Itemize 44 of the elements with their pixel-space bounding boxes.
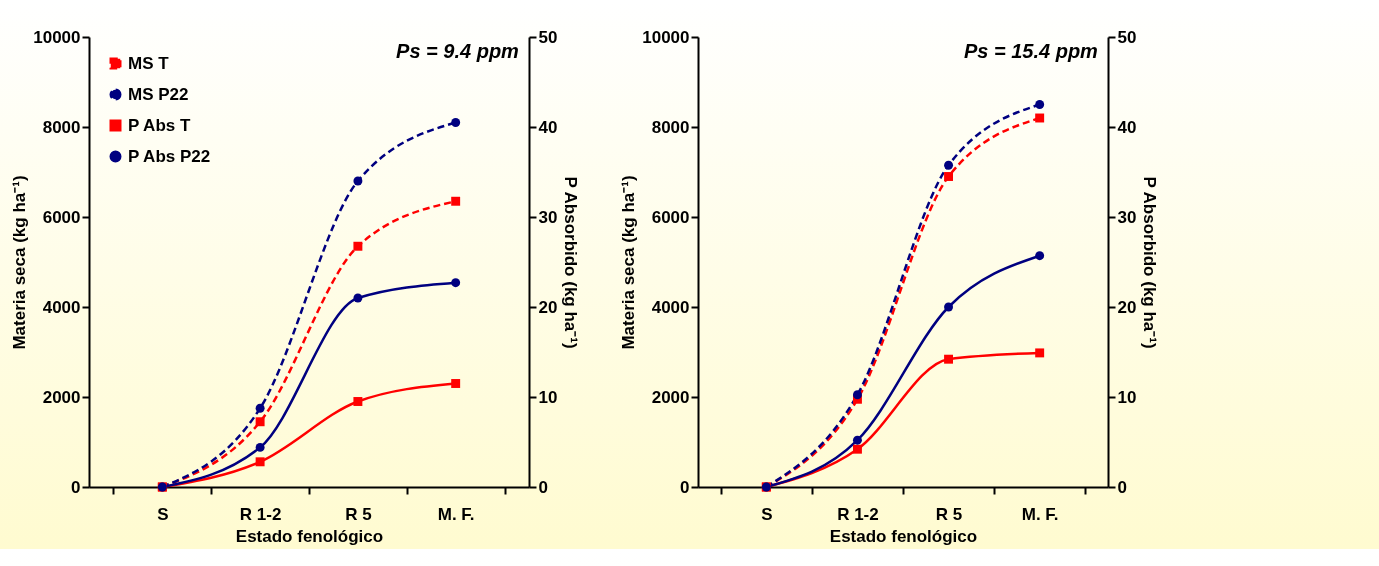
y2-tick-label: 0 (538, 477, 548, 497)
legend-label: MS T (128, 53, 170, 73)
y2-tick-label: 10 (1117, 387, 1137, 407)
y2-axis-title: P Absorbido (kg ha⁻¹) (561, 176, 581, 349)
y2-tick-label: 0 (1117, 477, 1127, 497)
legend-label: P Abs P22 (128, 146, 211, 166)
x-axis-title: Estado fenológico (829, 526, 978, 546)
x-tick-label: S (157, 504, 169, 524)
y-tick-label: 2000 (42, 387, 81, 407)
y-tick-label: 6000 (42, 207, 81, 227)
y2-axis-title: P Absorbido (kg ha⁻¹) (1140, 176, 1160, 349)
y-tick-label: 0 (680, 477, 690, 497)
x-tick-label: R 1-2 (239, 504, 282, 524)
y2-tick-label: 30 (538, 207, 558, 227)
y2-tick-label: 10 (538, 387, 558, 407)
y-tick-label: 6000 (651, 207, 690, 227)
y2-tick-label: 30 (1117, 207, 1137, 227)
y-tick-label: 10000 (642, 27, 690, 47)
y2-tick-label: 40 (538, 117, 558, 137)
x-tick-label: S (761, 504, 773, 524)
legend-label: P Abs T (128, 115, 191, 135)
x-tick-label: R 5 (345, 504, 372, 524)
x-tick-label: M. F. (437, 504, 475, 524)
y-tick-label: 10000 (33, 27, 81, 47)
y-tick-label: 8000 (651, 117, 690, 137)
chart-title: Ps = 9.4 ppm (396, 40, 519, 62)
y-tick-label: 8000 (42, 117, 81, 137)
y2-tick-label: 40 (1117, 117, 1137, 137)
y-axis-title: Materia seca (kg ha⁻¹) (619, 175, 639, 350)
y2-tick-label: 50 (538, 27, 558, 47)
y-tick-label: 0 (71, 477, 81, 497)
x-tick-label: R 5 (935, 504, 963, 524)
chart-title: Ps = 15.4 ppm (963, 40, 1098, 62)
y2-tick-label: 20 (1117, 297, 1137, 317)
legend-label: MS P22 (128, 84, 189, 104)
y2-tick-label: 50 (1117, 27, 1137, 47)
x-axis-title: Estado fenológico (235, 526, 384, 546)
y2-tick-label: 20 (538, 297, 558, 317)
x-tick-label: R 1-2 (837, 504, 879, 524)
y-tick-label: 2000 (651, 387, 690, 407)
y-tick-label: 4000 (42, 297, 81, 317)
x-tick-label: M. F. (1021, 504, 1059, 524)
y-tick-label: 4000 (651, 297, 690, 317)
y-axis-title: Materia seca (kg ha⁻¹) (10, 175, 30, 350)
